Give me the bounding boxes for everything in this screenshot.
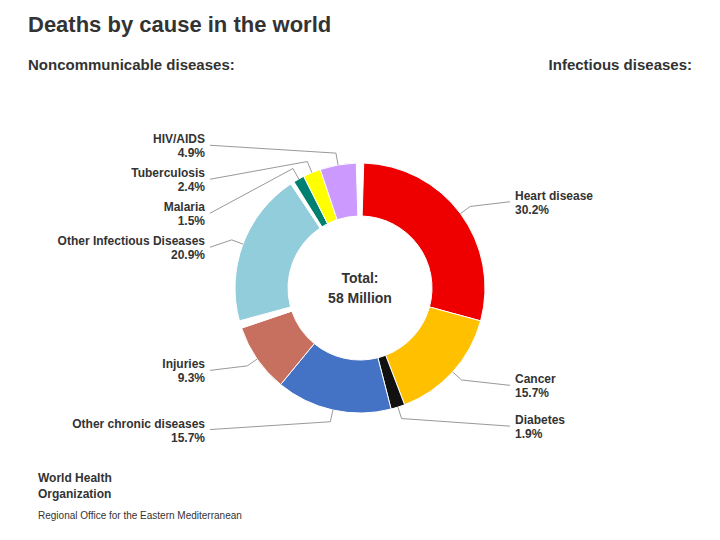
svg-text:Injuries9.3%: Injuries9.3% [162, 357, 205, 385]
html-text:Total:: Total: [341, 270, 379, 286]
html-text:Organization: Organization [38, 487, 112, 501]
svg-text:Malaria1.5%: Malaria1.5% [164, 200, 206, 228]
svg-text:Diabetes1.9%: Diabetes1.9% [515, 413, 565, 441]
html-text:World Health: World Health [38, 471, 112, 485]
svg-text:Other chronic diseases15.7%: Other chronic diseases15.7% [72, 417, 205, 445]
svg-text:Heart disease30.2%: Heart disease30.2% [515, 189, 593, 217]
svg-text:Cancer15.7%: Cancer15.7% [515, 372, 556, 400]
svg-text:Tuberculosis2.4%: Tuberculosis2.4% [131, 166, 205, 194]
svg-text:HIV/AIDS4.9%: HIV/AIDS4.9% [153, 132, 205, 160]
html-text:Infectious diseases:: Infectious diseases: [548, 56, 692, 73]
html-text:Regional Office for the Easter: Regional Office for the Eastern Mediterr… [38, 510, 242, 521]
html-text:Noncommunicable diseases:: Noncommunicable diseases: [28, 56, 235, 73]
html-text:58 Million: 58 Million [328, 290, 392, 306]
html-text:Deaths by cause in the world: Deaths by cause in the world [28, 12, 332, 37]
svg-text:Other Infectious Diseases20.9%: Other Infectious Diseases20.9% [58, 234, 206, 262]
